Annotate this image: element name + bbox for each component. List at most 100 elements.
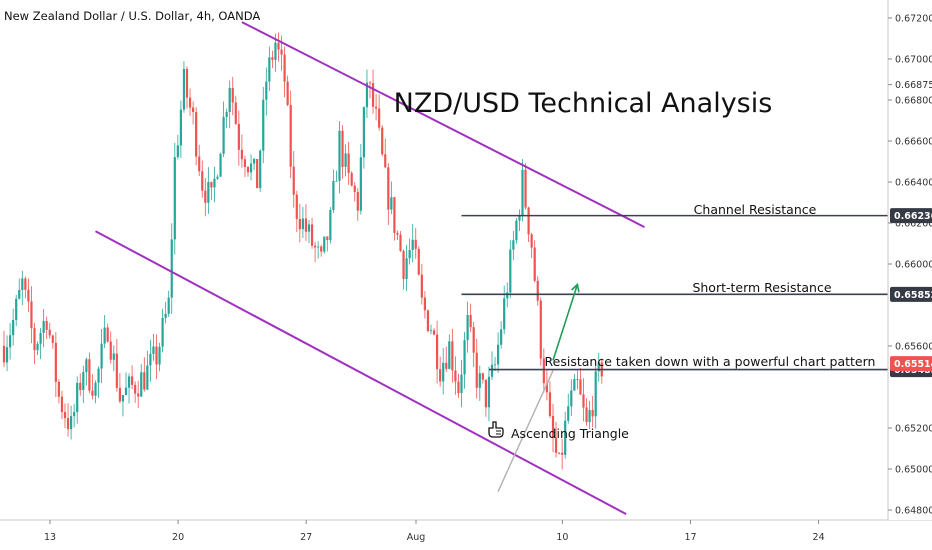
candle-down: [155, 346, 158, 365]
candle-up: [182, 68, 186, 110]
price-tick-label: 0.66200: [895, 219, 932, 230]
candle-up: [463, 340, 466, 375]
candle-down: [457, 381, 460, 393]
time-tick-label: 13: [44, 532, 56, 543]
time-tick-label: 24: [813, 532, 825, 543]
candle-down: [582, 394, 585, 408]
candle-down: [371, 83, 375, 107]
candle-up: [503, 298, 506, 330]
candle-down: [551, 415, 555, 438]
candle-up: [12, 319, 15, 336]
candle-up: [21, 278, 24, 290]
candle-down: [387, 167, 390, 210]
candle-down: [277, 42, 280, 50]
candle-down: [320, 246, 323, 252]
price-tick-label: 0.64800: [895, 506, 932, 517]
candle-down: [533, 247, 536, 281]
candle-down: [539, 300, 542, 359]
candle-up: [146, 365, 149, 390]
candle-up: [149, 353, 152, 366]
candle-down: [210, 182, 213, 188]
candle-up: [567, 406, 570, 421]
candles-layer: [2, 32, 603, 470]
candle-down: [454, 370, 457, 382]
candle-up: [121, 395, 125, 402]
candle-up: [338, 130, 341, 181]
candle-up: [70, 416, 73, 430]
candle-up: [5, 347, 9, 363]
candle-down: [243, 159, 247, 168]
candle-up: [73, 412, 76, 417]
candle-down: [445, 362, 448, 369]
candle-down: [192, 107, 195, 113]
candle-down: [399, 234, 402, 251]
candle-down: [439, 369, 442, 382]
candle-up: [100, 343, 103, 369]
candle-down: [88, 359, 91, 391]
candle-down: [289, 104, 292, 167]
candle-up: [152, 346, 155, 354]
price-tick-label: 0.66875: [895, 80, 932, 91]
candle-down: [530, 234, 533, 248]
price-axis-background: [889, 0, 932, 520]
candle-up: [222, 117, 225, 154]
candle-up: [490, 364, 494, 377]
candle-up: [487, 376, 491, 408]
candle-up: [408, 249, 411, 259]
candle-down: [545, 383, 548, 393]
candle-up: [164, 313, 167, 318]
candle-down: [432, 330, 436, 335]
candle-down: [469, 315, 472, 328]
candle-down: [256, 158, 259, 189]
price-axis[interactable]: 0.67200 0.67000 0.66875 0.66800 0.66600 0.664…: [888, 0, 932, 520]
candle-up: [573, 379, 576, 391]
candle-up: [594, 371, 597, 417]
candle-down: [451, 341, 454, 371]
price-tick-label: 0.65000: [895, 465, 932, 476]
candle-down: [137, 393, 140, 397]
candle-down: [341, 130, 344, 167]
price-tick-label: 0.66800: [895, 96, 932, 107]
candle-down: [231, 87, 234, 103]
candle-up: [515, 220, 518, 241]
price-tick-label: 0.65600: [895, 342, 932, 353]
last-price-tag: [890, 356, 932, 372]
chart-header-title: New Zealand Dollar / U.S. Dollar, 4h, OA…: [4, 9, 260, 23]
candle-up: [158, 346, 161, 365]
triangle-support-line: [497, 370, 554, 492]
pointing-hand-icon: [488, 421, 504, 438]
candle-up: [362, 107, 365, 158]
candle-down: [292, 166, 295, 195]
candle-up: [509, 249, 512, 293]
candle-up: [497, 344, 500, 365]
candle-down: [591, 410, 594, 417]
candle-up: [94, 382, 97, 396]
candle-up: [170, 239, 173, 298]
candle-up: [179, 109, 182, 146]
candle-down: [396, 232, 399, 235]
candle-up: [466, 315, 469, 341]
drawings-layer: [95, 21, 888, 515]
candle-up: [127, 376, 131, 388]
candle-up: [390, 197, 393, 210]
price-level-tag: [890, 208, 932, 224]
price-tick-label: 0.66400: [895, 178, 932, 189]
time-axis[interactable]: 132027Aug101724Sep7142125: [44, 520, 932, 543]
candle-up: [207, 182, 210, 203]
time-tick-label: 10: [556, 532, 568, 543]
candle-down: [91, 390, 94, 396]
candle-down: [63, 412, 67, 419]
candle-down: [426, 310, 430, 332]
candle-down: [33, 328, 36, 351]
candle-down: [143, 372, 146, 390]
candle-down: [536, 280, 539, 301]
candle-up: [274, 42, 277, 60]
candle-up: [225, 112, 228, 118]
candle-up: [329, 209, 332, 241]
candle-up: [265, 81, 268, 100]
price-level-tag: [890, 286, 932, 302]
price-level-tag-label: 0.65852: [894, 290, 932, 301]
candle-down: [131, 376, 134, 385]
